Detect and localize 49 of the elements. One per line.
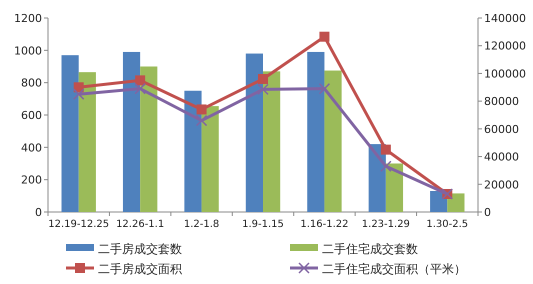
legend-label: 二手住宅成交套数 <box>322 242 418 256</box>
point <box>318 82 330 94</box>
x-tick-label: 1.30-2.5 <box>426 219 468 230</box>
bar <box>386 164 404 212</box>
point <box>134 82 146 94</box>
bar <box>184 90 202 212</box>
bar <box>324 70 342 212</box>
point <box>135 75 146 86</box>
y-tick-label: 600 <box>21 109 42 122</box>
legend-label: 二手房成交面积 <box>98 262 182 276</box>
y-tick-label: 0 <box>35 206 42 219</box>
legend-label: 二手住宅成交面积（平米） <box>322 262 466 276</box>
y2-tick-label: 60000 <box>484 122 519 136</box>
y2-tick-label: 100000 <box>484 67 526 80</box>
bar <box>140 66 158 212</box>
x-tick-label: 12.19-12.25 <box>48 219 110 230</box>
point <box>319 32 330 42</box>
point <box>258 74 268 84</box>
point <box>380 144 391 155</box>
x-tick-label: 12.26-1.1 <box>116 219 164 230</box>
bar <box>246 54 263 212</box>
y2-tick-label: 20000 <box>484 178 519 192</box>
bar <box>62 55 79 212</box>
y2-tick-label: 0 <box>484 206 491 219</box>
y2-tick-label: 80000 <box>484 95 519 108</box>
x-tick-label: 1.16-1.22 <box>300 219 348 230</box>
x-tick-label: 1.2-1.8 <box>184 219 220 230</box>
bar <box>263 71 280 212</box>
legend-label: 二手房成交套数 <box>98 242 182 256</box>
point <box>196 114 208 126</box>
y2-tick-label: 140000 <box>484 12 526 25</box>
bar <box>78 72 96 212</box>
x-tick-label: 1.9-1.15 <box>242 219 284 230</box>
point <box>380 160 392 172</box>
y-tick-label: 1000 <box>14 44 42 58</box>
point <box>257 84 269 96</box>
bar <box>447 193 464 212</box>
y-tick-label: 1200 <box>14 12 42 25</box>
y2-tick-label: 120000 <box>484 40 526 53</box>
x-tick-label: 1.23-1.29 <box>362 219 410 230</box>
y2-tick-label: 40000 <box>484 150 519 164</box>
point <box>72 88 84 100</box>
y-tick-label: 400 <box>21 141 42 154</box>
y-tick-label: 200 <box>21 174 42 187</box>
point <box>196 104 207 114</box>
bar <box>307 52 324 212</box>
bar <box>202 106 219 212</box>
y-tick-label: 800 <box>21 76 42 90</box>
bar <box>122 52 140 212</box>
